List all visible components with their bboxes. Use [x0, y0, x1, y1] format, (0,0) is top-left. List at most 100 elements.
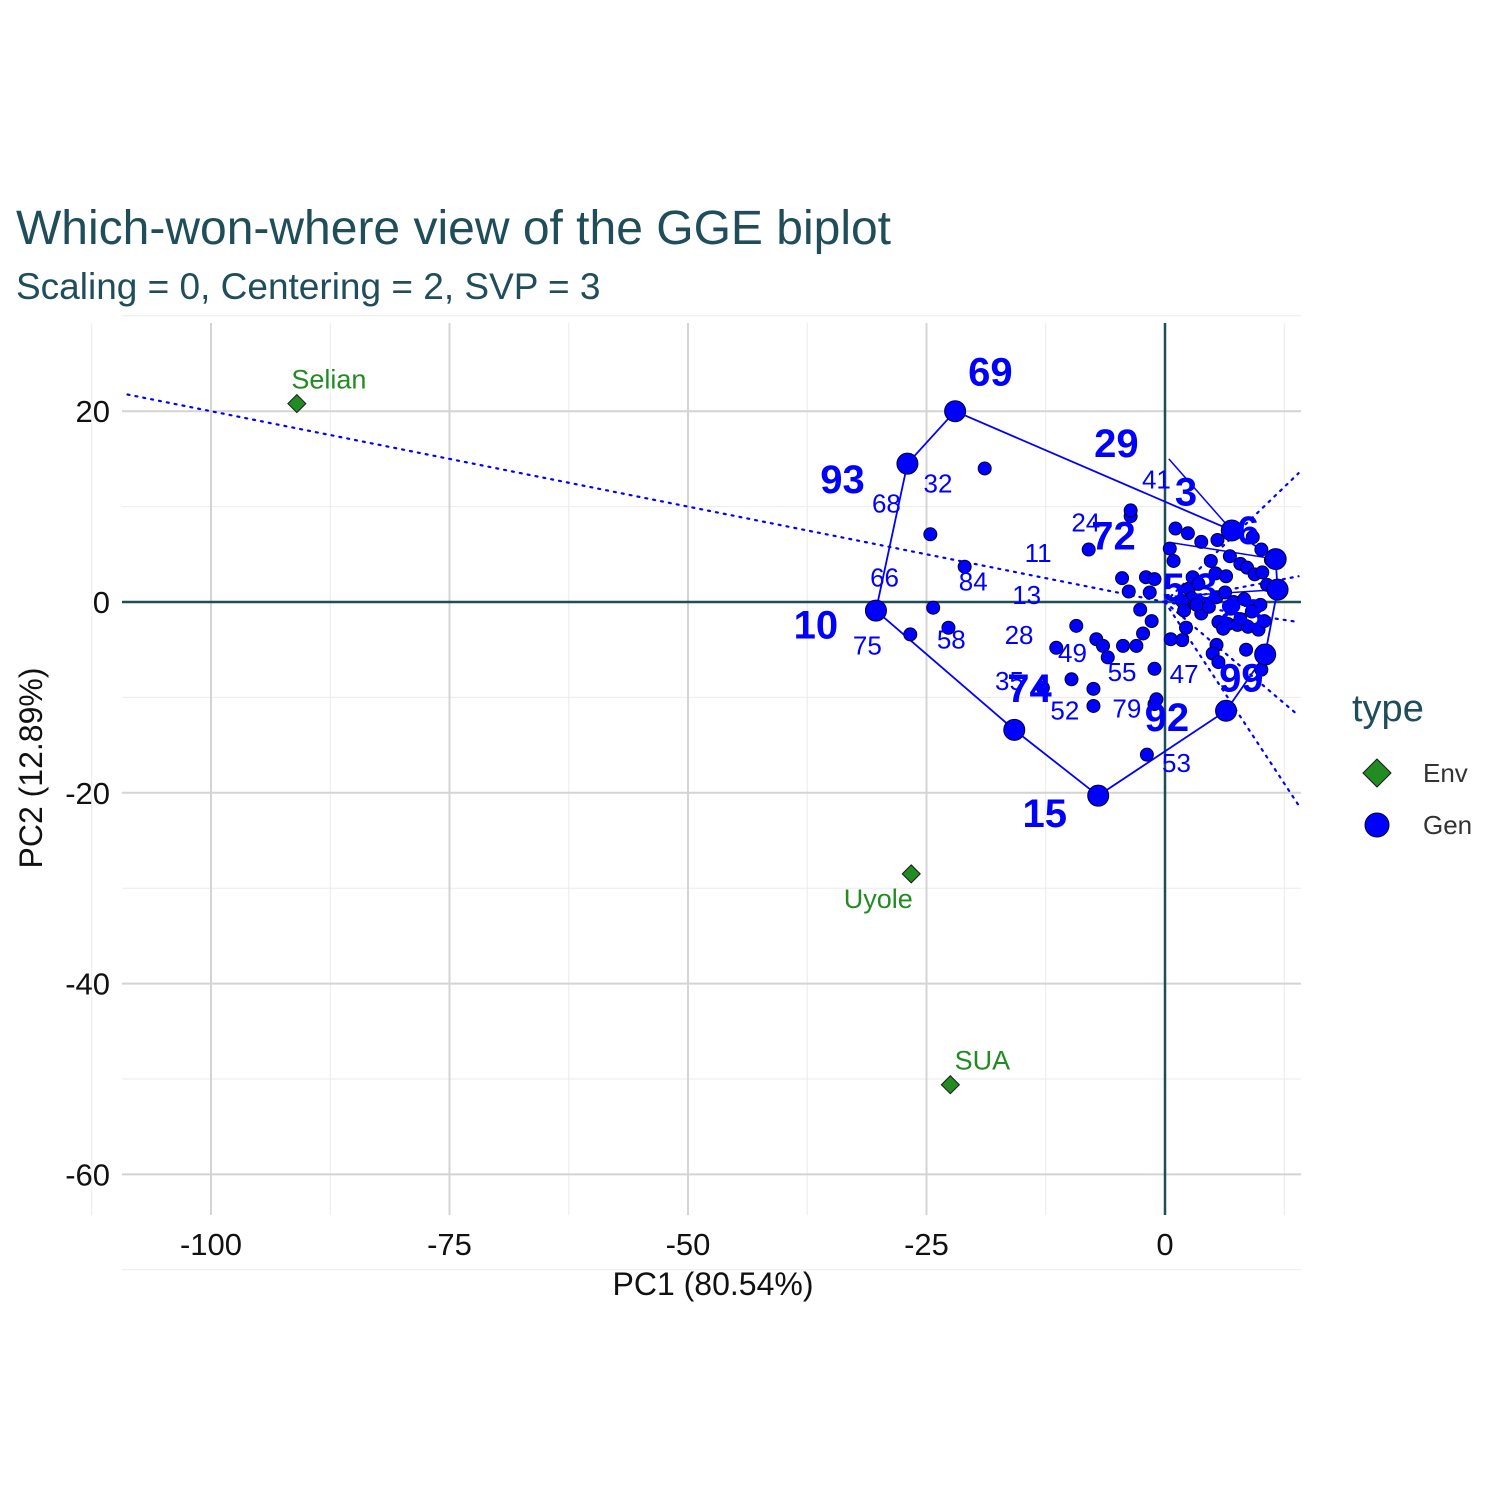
genotype-point — [1244, 604, 1259, 619]
genotype-point — [1081, 542, 1096, 557]
genotype-point — [1168, 521, 1183, 536]
environment-label: Selian — [291, 365, 366, 395]
origin-axis-lines — [122, 323, 1301, 1215]
x-tick-label: 0 — [1156, 1227, 1173, 1262]
genotype-label: 47 — [1170, 659, 1199, 689]
genotype-label: 24 — [1071, 507, 1100, 537]
winner-genotype-label: 69 — [968, 350, 1013, 394]
winner-genotype-label: 72 — [1091, 515, 1136, 559]
x-tick-label: -25 — [904, 1227, 949, 1262]
vertex-genotype-point — [1003, 718, 1026, 741]
genotype-point — [1035, 680, 1050, 695]
vertex-genotype-point — [864, 599, 887, 622]
minor-gridlines — [91, 315, 1301, 1271]
genotype-point — [1237, 592, 1252, 607]
genotype-label: 79 — [1112, 693, 1141, 723]
winner-genotype-label: 6 — [1237, 509, 1259, 553]
genotype-point — [926, 600, 941, 615]
environment-marker — [901, 864, 921, 884]
genotype-label: 75 — [853, 630, 882, 660]
genotype-label: 68 — [872, 488, 901, 518]
hull-spoke — [1172, 542, 1276, 560]
genotype-label: 32 — [923, 468, 952, 498]
vertex-genotype-point — [944, 400, 967, 423]
genotype-label: 52 — [1050, 695, 1079, 725]
legend-title: type — [1352, 688, 1424, 730]
x-tick-label: -100 — [180, 1227, 242, 1262]
genotype-point — [1194, 534, 1209, 549]
genotype-label: 55 — [1108, 657, 1137, 687]
environment-label: Uyole — [844, 884, 913, 914]
environment-marker — [940, 1075, 961, 1095]
genotype-point — [1147, 661, 1162, 676]
genotype-point — [1233, 612, 1248, 627]
vertex-genotype-point — [1266, 578, 1289, 601]
winner-genotype-label: 15 — [1023, 792, 1068, 836]
genotype-point — [1191, 576, 1206, 591]
genotype-point — [1211, 655, 1226, 670]
genotype-label: 58 — [937, 625, 966, 655]
genotype-point — [1239, 642, 1254, 657]
genotype-point — [1180, 526, 1195, 541]
genotype-point — [1216, 621, 1231, 636]
genotype-point — [1254, 542, 1269, 557]
genotype-point — [1257, 614, 1272, 629]
genotype-point — [1100, 650, 1115, 665]
genotype-point — [903, 627, 918, 642]
genotype-label: 66 — [870, 563, 899, 593]
y-tick-label: -60 — [65, 1157, 110, 1192]
vertex-genotype-point — [1215, 699, 1238, 722]
genotype-point — [1166, 553, 1181, 568]
genotype-point — [1163, 632, 1178, 647]
genotype-point — [1064, 672, 1079, 687]
legend-gen-label: Gen — [1423, 810, 1472, 840]
genotype-point — [941, 620, 956, 635]
genotype-label: 84 — [959, 567, 988, 597]
winner-genotype-label: 93 — [820, 458, 865, 502]
environment-label: SUA — [955, 1046, 1011, 1076]
x-tick-label: -75 — [427, 1227, 472, 1262]
x-tick-labels: -100 -75 -50 -25 0 — [180, 1227, 1174, 1262]
genotype-point — [1178, 620, 1193, 635]
y-tick-label: -40 — [65, 967, 110, 1002]
genotype-point — [1177, 603, 1192, 618]
sector-ray — [124, 392, 1167, 604]
chart-title: Which-won-where view of the GGE biplot — [16, 202, 891, 255]
vertex-genotype-point — [1254, 643, 1277, 666]
genotype-point — [1245, 530, 1260, 545]
genotype-point — [1219, 569, 1234, 584]
genotype-points — [864, 400, 1289, 807]
sector-ray — [1163, 600, 1300, 717]
vertex-genotype-point — [1220, 519, 1243, 542]
genotype-point — [1147, 572, 1162, 587]
genotype-point — [1142, 585, 1157, 600]
winner-genotype-label: 92 — [1145, 696, 1190, 740]
genotype-point — [1255, 565, 1270, 580]
winner-genotype-label: 3 — [1175, 471, 1197, 515]
genotype-label: 11 — [1025, 538, 1052, 568]
legend-env-diamond-icon — [1362, 758, 1392, 788]
genotype-point — [1218, 585, 1233, 600]
chart-subtitle: Scaling = 0, Centering = 2, SVP = 3 — [16, 266, 601, 307]
vertex-genotype-point — [1087, 784, 1110, 807]
winner-genotype-label: 3 — [1195, 566, 1217, 610]
genotype-point — [1222, 549, 1237, 564]
x-axis-title: PC1 (80.54%) — [613, 1266, 814, 1302]
winner-genotype-label: 74 — [1007, 667, 1052, 711]
genotype-point — [1086, 698, 1101, 713]
genotype-point — [1136, 626, 1151, 641]
genotype-point — [1129, 638, 1144, 653]
genotype-point — [923, 527, 938, 542]
genotype-point — [1144, 614, 1159, 629]
genotype-point — [1123, 503, 1138, 518]
y-tick-label: -20 — [65, 776, 110, 811]
legend-env-label: Env — [1423, 758, 1468, 788]
genotype-point — [1162, 541, 1177, 556]
winner-genotype-label: 99 — [1219, 657, 1264, 701]
legend: type Env Gen — [1352, 688, 1472, 840]
genotype-point — [957, 559, 972, 574]
genotype-point — [1116, 638, 1131, 653]
genotype-point — [1049, 640, 1064, 655]
